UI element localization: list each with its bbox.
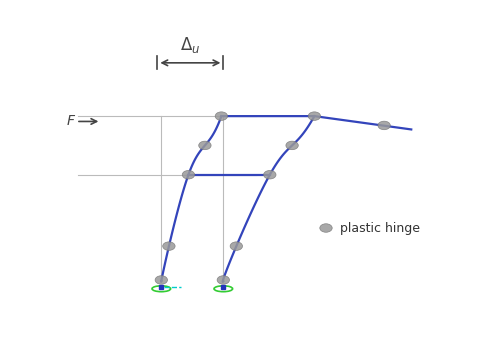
Circle shape — [320, 224, 332, 232]
Circle shape — [286, 141, 298, 150]
Circle shape — [198, 141, 211, 150]
Circle shape — [230, 242, 242, 251]
Circle shape — [264, 171, 276, 179]
Text: plastic hinge: plastic hinge — [340, 221, 419, 235]
Circle shape — [182, 171, 194, 179]
Text: F: F — [66, 115, 74, 128]
Circle shape — [155, 276, 168, 284]
Circle shape — [162, 242, 175, 251]
Circle shape — [378, 121, 390, 130]
Text: $\Delta_u$: $\Delta_u$ — [180, 35, 201, 55]
Circle shape — [217, 276, 230, 284]
Circle shape — [308, 112, 320, 120]
Circle shape — [215, 112, 228, 120]
